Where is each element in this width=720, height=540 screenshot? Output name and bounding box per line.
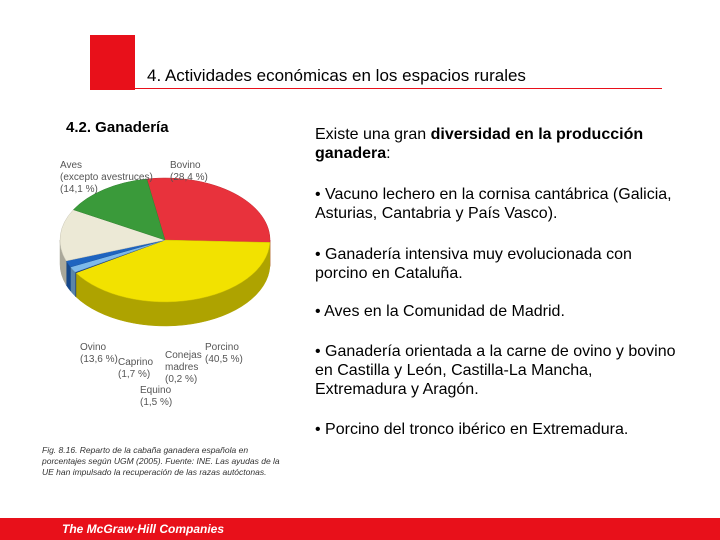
bullet: • Aves en la Comunidad de Madrid. — [315, 303, 565, 320]
bullet: • Ganadería orientada a la carne de ovin… — [315, 343, 676, 398]
annotation: (excepto avestruces) — [60, 172, 153, 183]
intro-bold: diversidad en la producción ganadera — [315, 126, 644, 162]
category-label: Porcino — [205, 342, 239, 353]
value-label: (0,2 %) — [165, 374, 198, 385]
slice-label: Bovino (28,4 %) — [170, 160, 230, 184]
category-label: Equino — [140, 385, 172, 396]
footer-bar — [0, 518, 720, 540]
slice-label: Ovino (13,6 %) — [80, 342, 140, 366]
value-label: (1,7 %) — [118, 369, 151, 380]
value-label: (28,4 %) — [170, 172, 208, 183]
bullet: • Vacuno lechero en la cornisa cantábric… — [315, 186, 672, 222]
accent-block — [90, 35, 135, 90]
slice-label: Porcino (40,5 %) — [205, 342, 265, 366]
slice — [75, 239, 271, 303]
intro-text: : — [386, 145, 391, 162]
slice-label: Conejas madres (0,2 %) — [165, 350, 220, 386]
slice — [59, 209, 166, 262]
caption: Fig. 8.16. Reparto de la cabaña ganadera… — [42, 445, 280, 477]
value-label: (40,5 %) — [205, 354, 243, 365]
category-label: Caprino — [118, 357, 154, 368]
bullet: • Porcino del tronco ibérico en Extremad… — [315, 421, 629, 438]
slice — [146, 177, 271, 243]
slice — [72, 178, 166, 241]
category-label: Ovino — [80, 342, 107, 353]
value-label: (1,5 %) — [140, 397, 173, 408]
category-label: Aves — [60, 160, 83, 171]
subtitle: 4.2. Ganadería — [66, 119, 169, 136]
slice-label: Equino (1,5 %) — [140, 385, 200, 409]
bullet: • Ganadería intensiva muy evolucionada c… — [315, 246, 632, 282]
value-label: (13,6 %) — [80, 354, 118, 365]
value-label: (14,1 %) — [60, 184, 98, 195]
title: 4. Actividades económicas en los espacio… — [147, 66, 526, 85]
category-label: Bovino — [170, 160, 201, 171]
title-rule — [135, 88, 662, 89]
intro-text: Existe una gran — [315, 126, 431, 143]
slice-label: Aves (excepto avestruces) (14,1 %) — [60, 160, 170, 196]
intro: Existe una gran diversidad en la producc… — [315, 125, 685, 163]
brand: The McGraw·Hill Companies — [62, 522, 225, 536]
slice-label: Caprino (1,7 %) — [118, 357, 178, 381]
category-label: Conejas madres — [165, 350, 202, 373]
